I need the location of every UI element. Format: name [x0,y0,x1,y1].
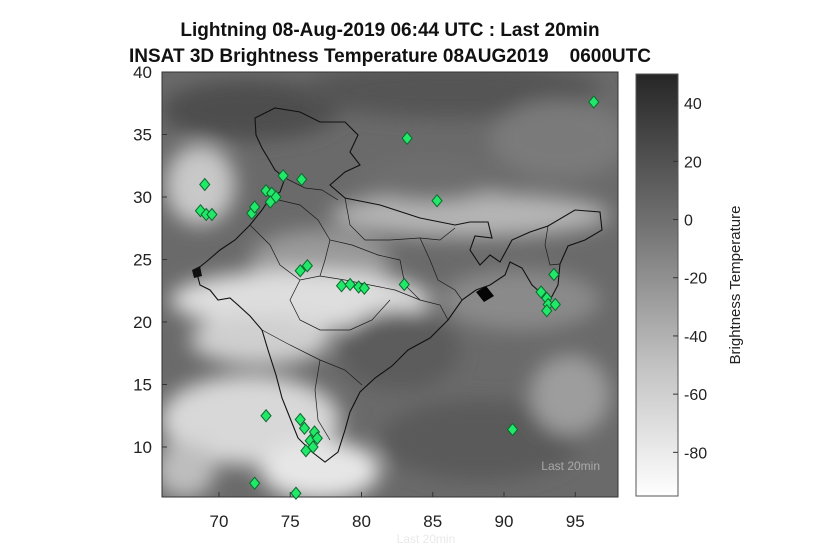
colorbar-label: Brightness Temperature [727,206,744,365]
lightning-marker [248,200,261,214]
state-boundaries [229,177,561,441]
x-tick-label: 80 [352,512,371,531]
lightning-marker [294,412,306,427]
y-tick-label: 30 [133,188,152,207]
colorbar-gradient [635,73,679,497]
lightning-marker [344,277,356,292]
x-tick-label: 85 [423,512,442,531]
watermark-inner: Last 20min [541,459,600,473]
colorbar-tick-label: -60 [684,387,707,404]
lightning-marker [294,263,306,278]
y-tick-label: 40 [133,63,152,82]
lightning-marker [298,421,311,436]
lightning-marker [535,285,547,299]
y-tick-label: 20 [133,313,152,332]
lightning-marker [311,431,323,446]
colorbar: 40 20 0 -20 -40 -60 -80 Brightness Temperature [635,73,744,497]
watermark: Last 20min [397,532,456,546]
lightning-marker [264,195,276,209]
cloud-patch-dark-small [192,266,202,278]
lightning-marker [549,297,561,312]
colorbar-tick-label: 0 [684,213,693,230]
colorbar-ticks: 40 20 0 -20 -40 -60 -80 [673,96,707,462]
x-tick-label: 90 [495,512,514,531]
lightning-marker [248,476,261,491]
colorbar-tick-label: -80 [684,445,707,462]
colorbar-tick-label: 20 [684,154,702,171]
lightning-marker [398,277,410,292]
lightning-marker [290,486,302,501]
y-axis: 10 15 20 25 30 35 40 [133,63,167,457]
y-tick-label: 15 [133,376,152,395]
x-tick-label: 75 [281,512,300,531]
y-tick-label: 25 [133,251,152,270]
lightning-marker [260,408,272,423]
lightning-marker [300,443,312,458]
y-tick-label: 35 [133,126,152,145]
lightning-marker [301,258,314,273]
lightning-marker [541,303,553,318]
title-line-1: Lightning 08-Aug-2019 06:44 UTC : Last 2… [180,20,599,41]
lightning-marker [277,168,289,183]
lightning-marker [588,95,600,109]
x-tick-label: 95 [566,512,585,531]
colorbar-tick-label: -40 [684,329,707,346]
lightning-marker [431,193,443,208]
x-axis: 70 75 80 85 90 95 [210,492,585,531]
colorbar-tick-label: -20 [684,271,707,288]
colorbar-tick-label: 40 [684,96,702,113]
lightning-marker [401,131,413,146]
map-frame [161,71,619,498]
x-tick-label: 70 [210,512,229,531]
cloud-patch-dark [476,286,494,302]
lightning-markers [194,95,600,501]
lightning-marker [548,267,560,282]
y-tick-label: 10 [133,438,152,457]
lightning-marker [199,177,211,192]
title-line-2: INSAT 3D Brightness Temperature 08AUG201… [129,46,651,67]
lightning-marker [358,281,371,296]
satellite-image: Last 20min [162,72,618,497]
lightning-marker [295,172,308,187]
lightning-marker [506,422,519,437]
lightning-marker [206,207,218,222]
lightning-marker [335,278,348,293]
